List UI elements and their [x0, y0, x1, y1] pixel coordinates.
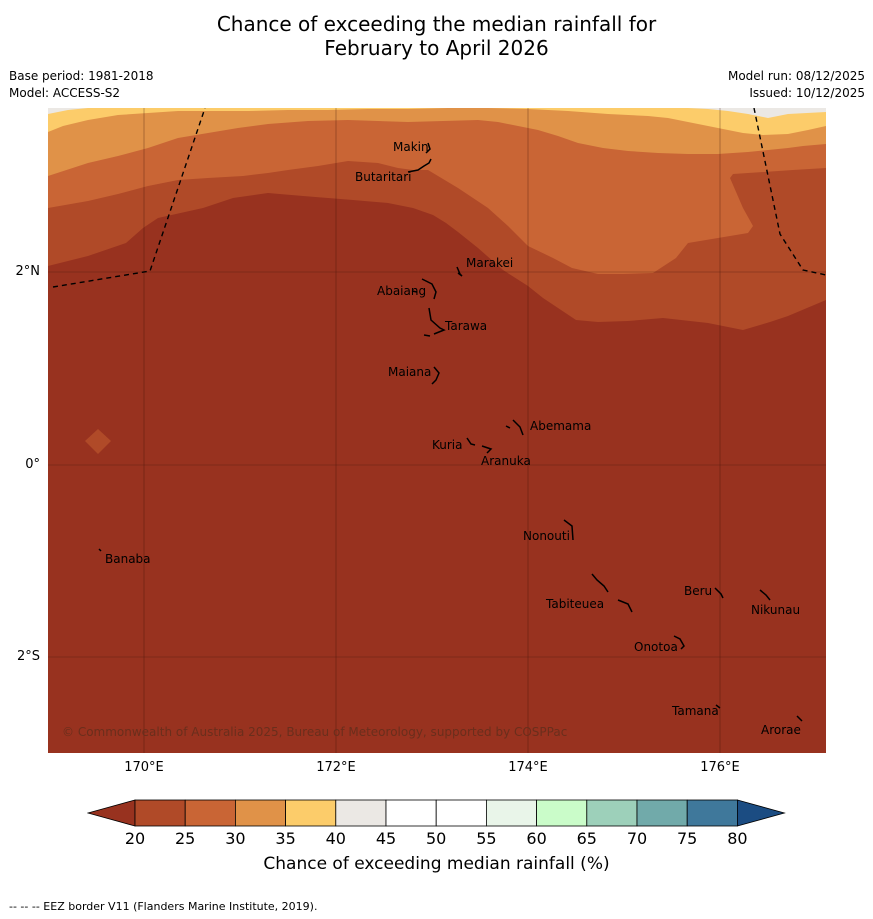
colorbar-tick-70: 70: [626, 829, 648, 848]
meta-right: Model run: 08/12/2025 Issued: 10/12/2025: [728, 68, 865, 102]
colorbar-extend-high: [737, 799, 786, 827]
band-35-40: [48, 108, 826, 135]
island-labels: Makin Butaritari Marakei Abaiang Tarawa Maian…: [105, 140, 801, 737]
lon-label-172e: 172°E: [316, 760, 356, 775]
map-canvas: Makin Butaritari Marakei Abaiang Tarawa Maian…: [48, 108, 826, 753]
lon-label-170e: 170°E: [124, 760, 164, 775]
colorbar-tick-35: 35: [275, 829, 296, 848]
colorbar-swatch-20-25: [134, 799, 186, 827]
colorbar-swatch-60-65: [536, 799, 588, 827]
graticule: [48, 108, 826, 753]
island-label-nonouti: Nonouti: [523, 529, 570, 543]
lat-label-2s: 2°S: [16, 649, 40, 664]
colorbar-extend-low: [87, 799, 136, 827]
colorbar-tick-60: 60: [526, 829, 547, 848]
issued-date: Issued: 10/12/2025: [749, 86, 865, 100]
copyright-text: © Commonwealth of Australia 2025, Bureau…: [62, 725, 567, 739]
island-label-tabiteuea: Tabiteuea: [545, 597, 604, 611]
meta-left: Base period: 1981-2018 Model: ACCESS-S2: [9, 68, 154, 102]
small-patch-banaba-west: [85, 429, 111, 454]
colorbar-swatch-70-75: [636, 799, 688, 827]
lon-label-176e: 176°E: [700, 760, 740, 775]
colorbar-tick-80: 80: [727, 829, 748, 848]
title-line-2: February to April 2026: [324, 36, 549, 60]
colorbar-title: Chance of exceeding median rainfall (%): [263, 854, 610, 874]
colorbar-swatch-25-30: [184, 799, 236, 827]
colorbar-swatch-65-70: [586, 799, 638, 827]
colorbar-tick-50: 50: [426, 829, 447, 848]
base-period: Base period: 1981-2018: [9, 69, 154, 83]
island-label-kuria: Kuria: [432, 438, 463, 452]
island-label-marakei: Marakei: [466, 256, 513, 270]
colorbar-swatch-30-35: [234, 799, 286, 827]
island-shapes: [98, 142, 803, 722]
colorbar-swatch-50-55: [435, 799, 487, 827]
island-label-tarawa: Tarawa: [444, 319, 487, 333]
colorbar-swatch-55-60: [485, 799, 537, 827]
island-label-beru: Beru: [684, 584, 712, 598]
colorbar-swatch-75-80: [686, 799, 738, 827]
model-run: Model run: 08/12/2025: [727, 69, 865, 83]
band-30-35: [48, 108, 826, 176]
colorbar-tick-20: 20: [124, 829, 146, 848]
island-label-onotoa: Onotoa: [634, 640, 678, 654]
island-label-maiana: Maiana: [388, 365, 431, 379]
island-label-aranuka: Aranuka: [481, 454, 531, 468]
title-line-1: Chance of exceeding the median rainfall …: [216, 12, 657, 36]
island-label-nikunau: Nikunau: [751, 603, 800, 617]
island-label-abaiang: Abaiang: [377, 284, 426, 298]
island-label-abemama: Abemama: [530, 419, 591, 433]
colorbar-tick-75: 75: [677, 829, 698, 848]
colorbar-swatch-45-50: [385, 799, 437, 827]
colorbar: [87, 799, 786, 827]
eez-border: [52, 108, 826, 288]
colorbar-swatch-40-45: [335, 799, 387, 827]
band-40-45: [48, 108, 826, 118]
model-name: Model: ACCESS-S2: [9, 86, 121, 100]
colorbar-tick-65: 65: [576, 829, 597, 848]
lon-label-174e: 174°E: [508, 760, 548, 775]
colorbar-tick-45: 45: [375, 829, 397, 848]
colorbar-tick-40: 40: [325, 829, 346, 848]
lat-label-2n: 2°N: [15, 264, 41, 279]
island-label-tamana: Tamana: [671, 704, 719, 718]
colorbar-tick-25: 25: [175, 829, 196, 848]
colorbar-tick-30: 30: [225, 829, 246, 848]
island-label-butaritari: Butaritari: [355, 170, 412, 184]
colorbar-swatch-35-40: [285, 799, 337, 827]
island-label-banaba: Banaba: [105, 552, 151, 566]
eez-footer-note: -- -- -- EEZ border V11 (Flanders Marine…: [9, 900, 318, 913]
island-label-arorae: Arorae: [761, 723, 801, 737]
island-label-makin: Makin: [393, 140, 429, 154]
lat-label-0: 0°: [25, 457, 40, 472]
map-title: Chance of exceeding the median rainfall …: [0, 12, 873, 60]
colorbar-tick-55: 55: [476, 829, 497, 848]
